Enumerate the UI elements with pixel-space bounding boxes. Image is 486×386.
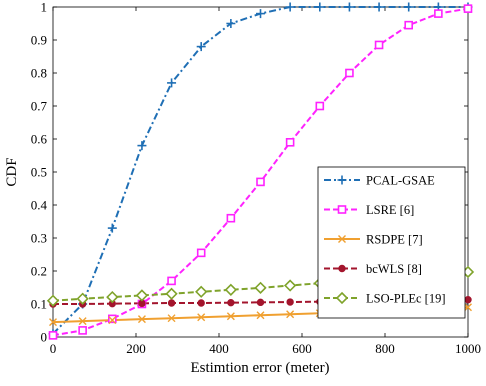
series-3-point [167,299,176,307]
series-3-point [286,298,294,306]
series-1-point [256,177,265,187]
series-2-point [167,314,176,323]
series-2-point [286,310,295,319]
series-1-point [285,138,295,147]
series-4-point [254,281,267,294]
series-2-point [49,318,57,327]
series-0-point [404,2,414,12]
y-tick-label: 0.4 [31,198,48,213]
series-1-point [48,331,58,340]
series-1-point [434,9,443,18]
x-tick-label: 800 [375,341,395,356]
series-2-point [78,317,87,326]
series-1-point [196,248,206,258]
series-0-point [374,2,384,12]
y-tick-label: 0.3 [31,231,47,246]
y-tick-label: 0.8 [31,66,47,81]
legend-label: bcWLS [8] [366,262,422,276]
series-2-point [226,312,235,321]
series-4-point [165,287,178,300]
series-3-point [227,298,235,307]
series-0-point [196,42,206,52]
series-2-point [137,315,146,324]
series-0-point [107,223,117,233]
y-axis-title: CDF [4,157,20,186]
series-4-point [106,290,119,304]
series-4-point [46,294,60,307]
legend: PCAL-GSAE LSRE [6] RSDPE [7] bcWLS [8] LSO-P… [317,166,466,319]
series-4-point [283,279,297,292]
legend-label: RSDPE [7] [366,233,423,247]
series-0-point [256,9,265,19]
series-1-point [345,68,354,78]
series-4-point [195,285,208,298]
x-tick-label: 400 [209,341,229,356]
legend-marker [338,264,346,273]
series-0-point [137,141,147,151]
y-tick-label: 0.6 [31,132,48,147]
series-3-point [256,298,265,307]
x-tick-label: 1000 [455,341,481,356]
series-1-point [226,213,236,223]
legend-label: LSO-PLEc [19] [366,292,446,306]
y-tick-label: 0.1 [31,297,47,312]
axis-ticks: 0 200 400 600 800 1000 0 0.1 0.2 0.3 0.4 0.5 0.6 0.7 0… [31,0,481,356]
series-0-point [226,19,236,28]
series-0-point [344,2,354,12]
y-tick-label: 0.2 [31,264,47,279]
series-4-point [135,289,149,302]
y-tick-label: 0.9 [31,33,47,48]
series-2-point [256,311,265,320]
series-4-point [224,283,238,296]
series-1-point [404,20,413,30]
series-1-point [78,326,87,335]
x-axis-title: Estimtion error (meter) [190,360,329,376]
legend-label: PCAL-GSAE [366,174,435,188]
legend-marker [335,291,349,305]
legend-marker [337,205,347,214]
legend-marker [338,235,346,243]
x-tick-label: 200 [126,341,146,356]
y-tick-label: 0.7 [31,99,48,114]
x-tick-label: 0 [50,341,57,356]
series-1-point [108,314,117,324]
series-2-point [464,303,472,312]
series-4-point [76,292,89,305]
series-0-point [167,78,177,88]
series-1-point [374,40,384,50]
series-1-point [167,276,176,286]
series-1-point [463,4,473,13]
y-tick-label: 0.5 [31,165,47,180]
series-2-point [197,313,206,322]
legend-label: LSRE [6] [366,203,414,217]
series-3-point [197,299,205,307]
series-3-point [464,296,472,304]
series-0-point [315,2,325,12]
legend-marker [337,175,347,185]
series-2-point [108,316,117,325]
x-tick-label: 600 [292,341,312,356]
y-tick-label: 0 [41,330,48,345]
series-0-point [285,2,295,12]
y-tick-label: 1 [41,0,48,15]
series-1-point [315,101,325,111]
